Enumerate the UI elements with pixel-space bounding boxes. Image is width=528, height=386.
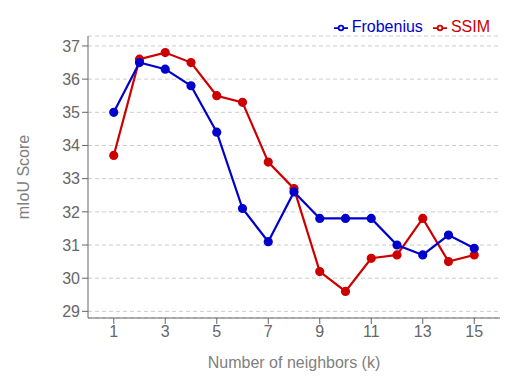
svg-text:36: 36 (62, 71, 80, 88)
svg-text:13: 13 (414, 323, 432, 340)
svg-text:mIoU Score: mIoU Score (15, 135, 32, 220)
svg-text:11: 11 (363, 323, 380, 340)
svg-text:33: 33 (62, 170, 80, 187)
svg-text:Number of neighbors (k): Number of neighbors (k) (208, 354, 381, 371)
svg-text:1: 1 (109, 323, 118, 340)
html-text:SSIM: SSIM (450, 18, 490, 35)
svg-text:37: 37 (62, 38, 80, 55)
svg-text:5: 5 (212, 323, 221, 340)
html-text:Frobenius: Frobenius (351, 18, 423, 35)
svg-text:31: 31 (62, 237, 80, 254)
svg-text:30: 30 (62, 270, 80, 287)
svg-text:7: 7 (264, 323, 273, 340)
svg-text:29: 29 (62, 303, 80, 320)
svg-text:3: 3 (161, 323, 170, 340)
svg-text:35: 35 (62, 104, 80, 121)
svg-text:32: 32 (62, 204, 80, 221)
svg-text:9: 9 (315, 323, 324, 340)
svg-text:34: 34 (62, 137, 80, 154)
svg-text:15: 15 (465, 323, 483, 340)
